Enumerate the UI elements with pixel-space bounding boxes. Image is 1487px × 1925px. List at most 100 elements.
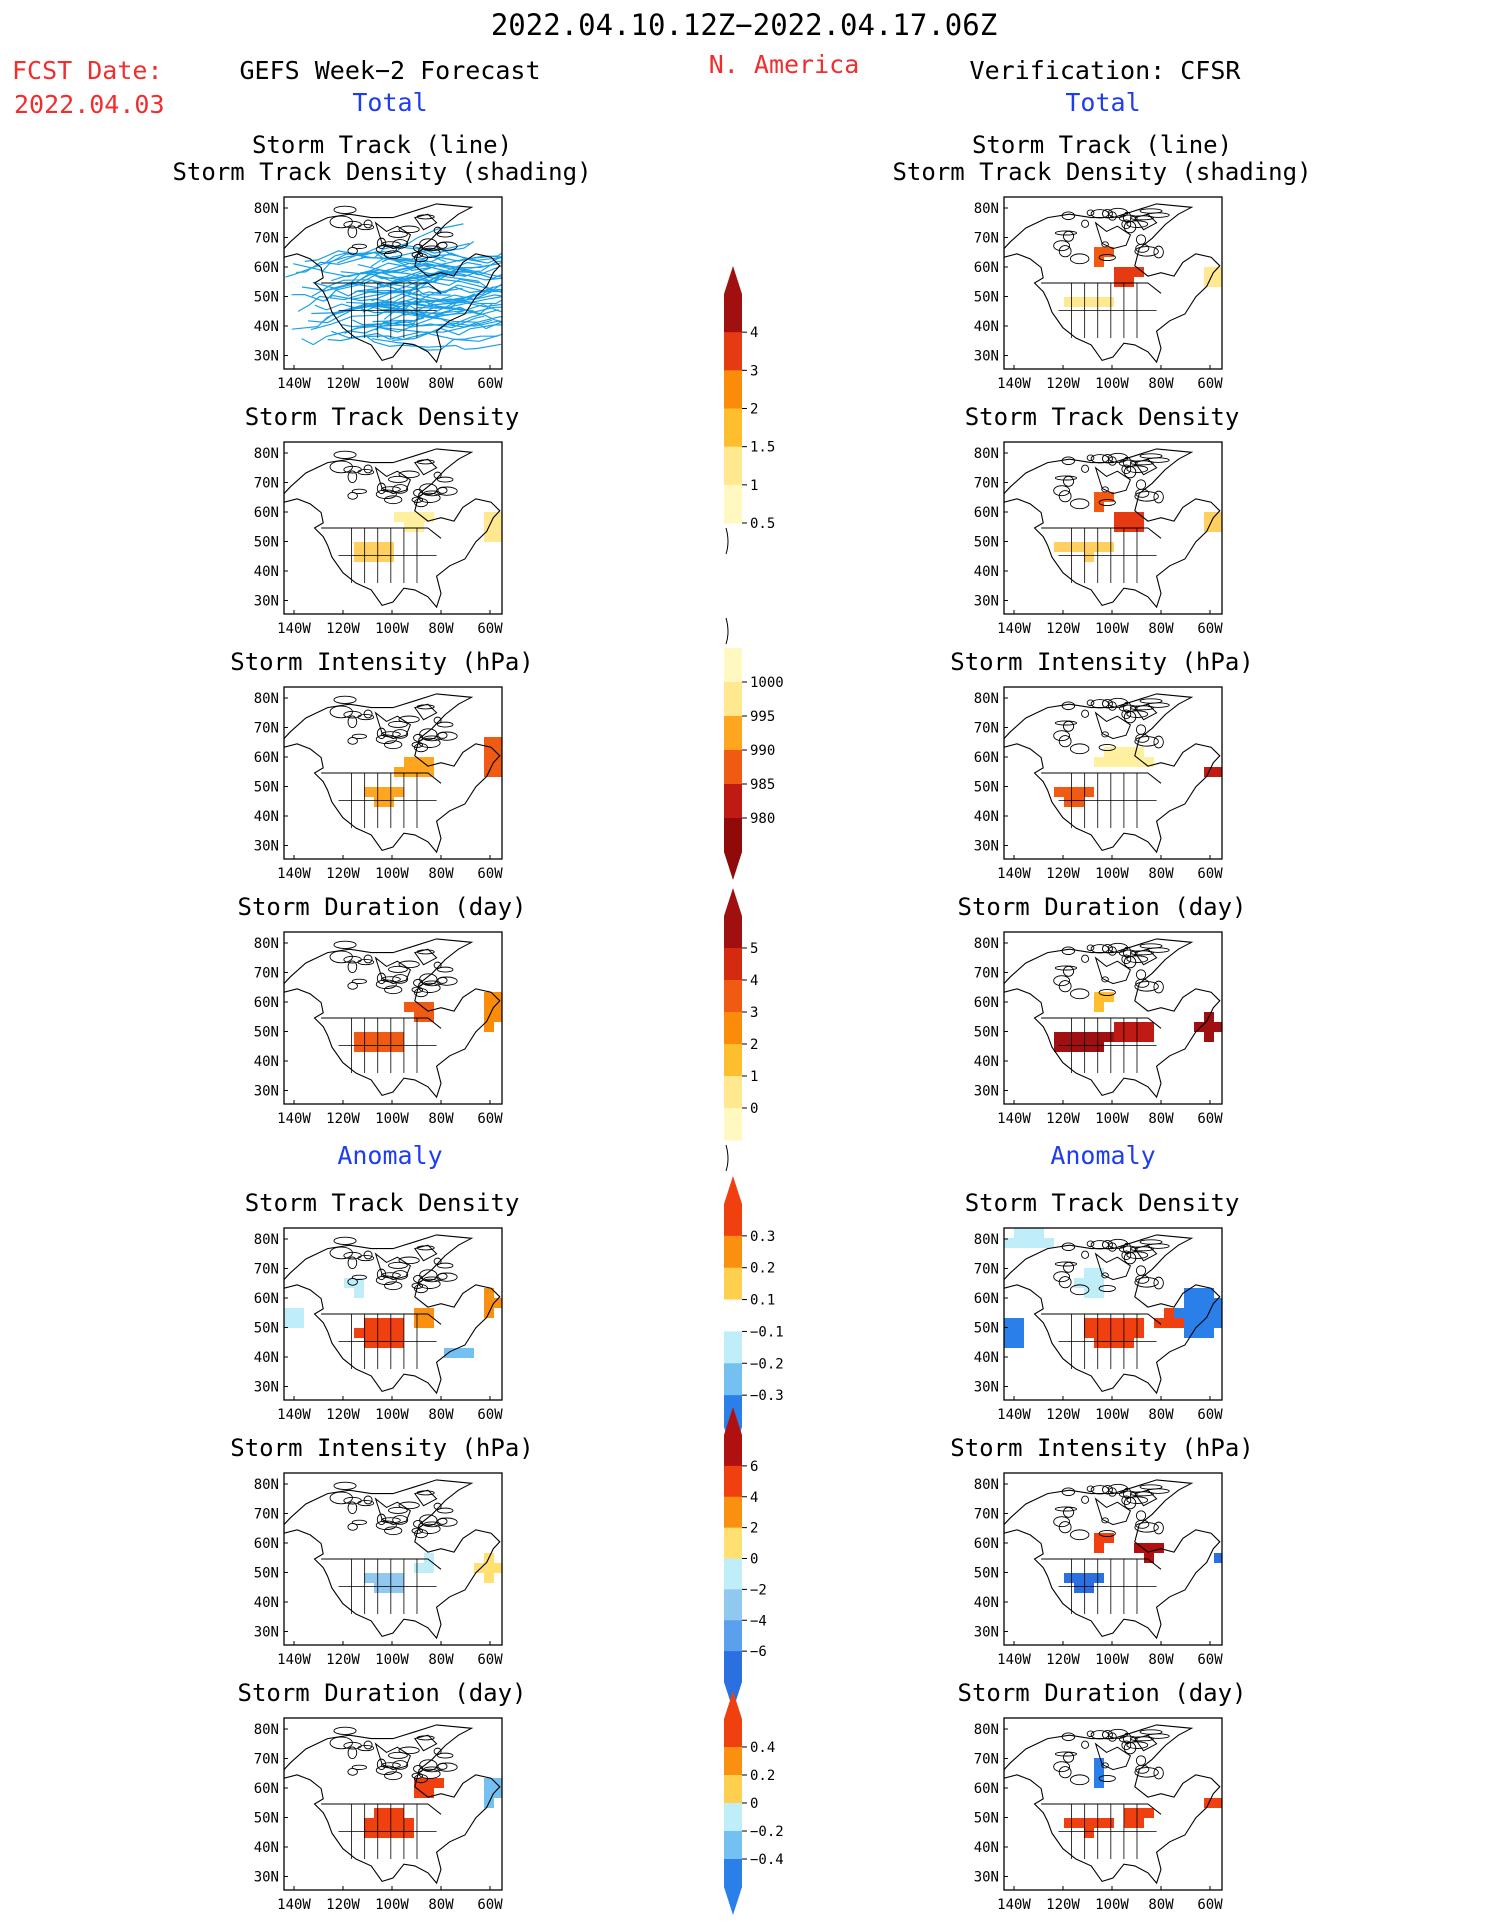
colorbar-label: 1000	[750, 675, 784, 691]
colorbar-label: 985	[750, 777, 775, 793]
lat-tick-label: 40N	[254, 319, 279, 335]
r6-title: Storm Intensity (hPa)	[950, 1434, 1254, 1462]
lat-tick-label: 40N	[974, 1054, 999, 1070]
lat-tick-label: 60N	[974, 750, 999, 766]
lat-tick-label: 40N	[254, 1054, 279, 1070]
colorbar-label: 0.1	[750, 1293, 775, 1309]
r5-title: Storm Track Density	[964, 1189, 1240, 1217]
map-coastline-outline	[284, 448, 501, 609]
lat-tick-label: 80N	[974, 1722, 999, 1738]
lat-tick-label: 60N	[974, 1536, 999, 1552]
r4-title: Storm Duration (day)	[957, 893, 1247, 921]
verification-title: Verification: CFSR	[969, 56, 1241, 85]
l5-title: Storm Track Density	[244, 1189, 520, 1217]
lat-tick-label: 40N	[974, 319, 999, 335]
colorbar-label: 0.3	[750, 1229, 775, 1245]
colorbar-swatch	[724, 948, 742, 981]
lon-tick-label: 100W	[375, 376, 409, 392]
lat-tick-label: 50N	[974, 1566, 999, 1582]
colorbar-label: 4	[750, 1490, 758, 1506]
colorbar-swatch	[724, 1299, 742, 1332]
colorbar-label: 995	[750, 709, 775, 725]
lon-tick-label: 80W	[1148, 1111, 1174, 1127]
colorbar-swatch	[724, 1435, 742, 1467]
lon-tick-label: 100W	[1095, 1897, 1129, 1913]
lon-tick-label: 140W	[997, 1652, 1031, 1668]
lat-tick-label: 80N	[974, 1477, 999, 1493]
colorbar-swatch	[724, 1363, 742, 1396]
colorbar-swatch	[724, 1719, 742, 1748]
lon-tick-label: 140W	[277, 1652, 311, 1668]
lat-tick-label: 30N	[974, 1870, 999, 1886]
map-coastline-outline	[284, 203, 501, 364]
lon-tick-label: 80W	[1148, 1652, 1174, 1668]
map-coastline-outline	[284, 938, 501, 1099]
map-panel-l5: 80N 70N 60N 50N 40N 30N 140W 120W 100W 80W 60W	[254, 1227, 503, 1423]
lat-tick-label: 80N	[254, 201, 279, 217]
lat-tick-label: 40N	[974, 564, 999, 580]
lat-tick-label: 30N	[254, 1625, 279, 1641]
lat-tick-label: 60N	[974, 995, 999, 1011]
colorbar-swatch	[724, 1108, 742, 1141]
colorbar-swatch	[724, 332, 742, 371]
colorbar-swatch	[724, 1558, 742, 1590]
lat-tick-label: 30N	[254, 1870, 279, 1886]
lat-tick-label: 50N	[974, 535, 999, 551]
lat-tick-label: 70N	[254, 966, 279, 982]
colorbar-density_total: 4 3 2 1.5 1 0.5	[724, 266, 775, 555]
lat-tick-label: 70N	[974, 721, 999, 737]
colorbar-swatch	[724, 1076, 742, 1109]
map-frame	[1003, 1472, 1223, 1646]
lat-tick-label: 30N	[974, 349, 999, 365]
lon-tick-label: 120W	[326, 866, 360, 882]
colorbar-swatch	[724, 888, 742, 916]
map-frame	[1003, 931, 1223, 1105]
lat-tick-label: 50N	[974, 1025, 999, 1041]
lon-tick-label: 120W	[1046, 1111, 1080, 1127]
lon-tick-label: 60W	[1197, 1897, 1223, 1913]
lat-tick-label: 70N	[974, 1752, 999, 1768]
lon-tick-label: 140W	[277, 1111, 311, 1127]
map-coastline-outline	[1004, 938, 1221, 1099]
map-coastline-outline	[284, 1724, 501, 1885]
lat-tick-label: 40N	[254, 809, 279, 825]
colorbar-label: 0	[750, 1552, 758, 1568]
lon-tick-label: 60W	[477, 1897, 503, 1913]
colorbar-duration_total: 5 4 3 2 1 0	[724, 888, 758, 1172]
lat-tick-label: 70N	[254, 721, 279, 737]
colorbar-label: 980	[750, 811, 775, 827]
lon-tick-label: 100W	[1095, 1407, 1129, 1423]
lon-tick-label: 80W	[428, 1897, 454, 1913]
lon-tick-label: 140W	[997, 376, 1031, 392]
map-panel-r3: 80N 70N 60N 50N 40N 30N 140W 120W 100W 80W 60W	[974, 686, 1223, 882]
lon-tick-label: 100W	[375, 1407, 409, 1423]
lat-tick-label: 60N	[974, 260, 999, 276]
map-panel-l6: 80N 70N 60N 50N 40N 30N 140W 120W 100W 80W 60W	[254, 1472, 503, 1668]
lat-tick-label: 70N	[254, 1262, 279, 1278]
l2-title: Storm Track Density	[244, 403, 520, 431]
lat-tick-label: 30N	[974, 1084, 999, 1100]
lat-tick-label: 60N	[254, 750, 279, 766]
lon-tick-label: 140W	[277, 621, 311, 637]
left-anomaly-label: Anomaly	[337, 1141, 443, 1170]
colorbar-label: −6	[750, 1644, 767, 1660]
lat-tick-label: 50N	[974, 1321, 999, 1337]
l6-title: Storm Intensity (hPa)	[230, 1434, 534, 1462]
fcst-date-value: 2022.04.03	[14, 90, 165, 119]
colorbar-swatch	[724, 716, 742, 751]
lon-tick-label: 100W	[1095, 1652, 1129, 1668]
colorbar-swatch	[724, 1859, 742, 1888]
colorbar-swatch	[724, 1589, 742, 1621]
lon-tick-label: 120W	[1046, 1897, 1080, 1913]
right-anomaly-label: Anomaly	[1050, 1141, 1156, 1170]
map-frame	[283, 1227, 503, 1401]
map-panel-l2: 80N 70N 60N 50N 40N 30N 140W 120W 100W 80W 60W	[254, 441, 503, 637]
colorbar-label: 1	[750, 478, 758, 494]
lon-tick-label: 120W	[326, 1652, 360, 1668]
lat-tick-label: 70N	[974, 966, 999, 982]
map-coastline-outline	[284, 1479, 501, 1640]
colorbar-label: 990	[750, 743, 775, 759]
r7-title: Storm Duration (day)	[957, 1679, 1247, 1707]
colorbar-swatch	[724, 980, 742, 1013]
lon-tick-label: 140W	[997, 1111, 1031, 1127]
